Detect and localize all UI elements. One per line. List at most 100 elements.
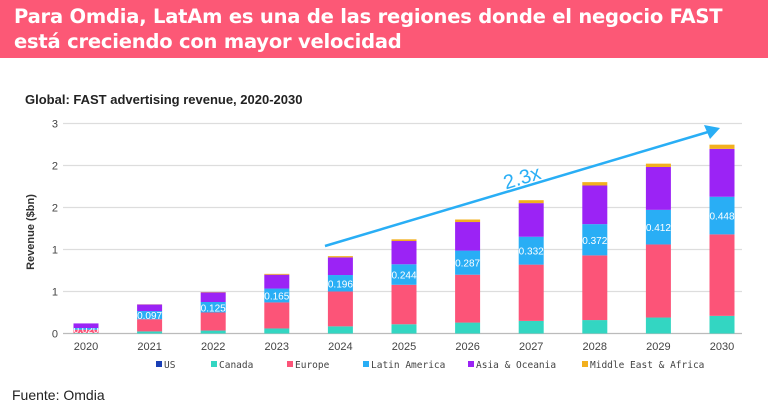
bar-segment-asia-oceania <box>73 323 99 329</box>
bar-segment-europe <box>455 274 481 323</box>
bar-segment-middle-east-africa <box>391 239 417 242</box>
chart-title: Global: FAST advertising revenue, 2020-2… <box>25 92 303 107</box>
legend-item: US <box>164 360 176 371</box>
x-tick-label: 2021 <box>137 341 161 353</box>
x-tick-label: 2029 <box>646 341 670 353</box>
bar-segment-latin-america <box>73 328 99 330</box>
bar-segment-europe <box>709 234 735 316</box>
bar-segment-middle-east-africa <box>645 163 671 168</box>
bar-segment-europe <box>582 255 608 321</box>
data-label: 0.125 <box>201 303 226 314</box>
bar-segment-canada <box>518 320 544 334</box>
x-tick-label: 2024 <box>328 341 352 353</box>
bar-segment-canada <box>391 324 417 334</box>
x-tick-label: 2026 <box>455 341 479 353</box>
banner-line-2: está creciendo con mayor velocidad <box>14 30 402 53</box>
data-label: 0.332 <box>519 247 544 258</box>
bar-segment-asia-oceania <box>391 241 417 265</box>
title-banner: Para Omdia, LatAm es una de las regiones… <box>0 0 768 58</box>
legend-item: Europe <box>295 360 330 371</box>
bar-segment-canada <box>709 315 735 334</box>
bar-segment-asia-oceania <box>137 304 163 312</box>
bar-segment-latin-america <box>645 209 671 245</box>
bar-segment-latin-america <box>137 311 163 320</box>
bar-segment-europe <box>264 302 290 329</box>
growth-arrow-line <box>324 130 709 248</box>
x-tick-label: 2030 <box>710 341 734 353</box>
data-label: 0.287 <box>455 259 480 270</box>
bar-segment-canada <box>200 330 226 334</box>
source-note: Fuente: Omdia <box>12 387 105 403</box>
data-label: 0.020 <box>73 325 98 336</box>
y-tick-label: 3 <box>52 119 58 131</box>
legend-swatch <box>287 361 293 367</box>
bar-segment-asia-oceania <box>645 167 671 210</box>
bar-segment-middle-east-africa <box>518 200 544 204</box>
bar-segment-asia-oceania <box>264 274 290 289</box>
bar-segment-europe <box>137 319 163 332</box>
bar-segment-asia-oceania <box>518 203 544 237</box>
bar-segment-europe <box>200 312 226 331</box>
y-tick-label: 0 <box>52 329 58 341</box>
data-label: 0.244 <box>391 271 416 282</box>
bar-segment-asia-oceania <box>200 292 226 302</box>
legend-swatch <box>468 361 474 367</box>
bar-segment-europe <box>73 329 99 334</box>
bar-segment-latin-america <box>264 288 290 303</box>
y-axis-label: Revenue ($bn) <box>25 194 37 270</box>
y-tick-label: 2 <box>52 161 58 173</box>
growth-annotation: 2.3x <box>501 162 544 194</box>
bar-segment-middle-east-africa <box>455 219 481 223</box>
bar-segment-asia-oceania <box>327 257 353 276</box>
bar-segment-europe <box>327 291 353 327</box>
x-tick-label: 2020 <box>74 341 98 353</box>
legend-swatch <box>363 361 369 367</box>
legend-swatch <box>582 361 588 367</box>
bar-segment-latin-america <box>200 302 226 313</box>
data-label: 0.097 <box>137 311 162 322</box>
data-label: 0.412 <box>646 223 671 234</box>
bar-segment-asia-oceania <box>582 185 608 225</box>
bar-segment-asia-oceania <box>709 148 735 197</box>
data-label: 0.165 <box>264 291 289 302</box>
bar-segment-middle-east-africa <box>264 273 290 275</box>
banner-line-1: Para Omdia, LatAm es una de las regiones… <box>14 5 723 28</box>
bar-segment-latin-america <box>391 264 417 285</box>
x-tick-label: 2022 <box>201 341 225 353</box>
bar-segment-latin-america <box>327 275 353 292</box>
x-tick-label: 2027 <box>519 341 543 353</box>
growth-arrow-head <box>704 125 720 139</box>
bar-segment-canada <box>645 317 671 334</box>
banner-title: Para Omdia, LatAm es una de las regiones… <box>14 4 723 54</box>
y-tick-label: 1 <box>52 245 58 257</box>
bar-segment-europe <box>391 284 417 325</box>
y-tick-label: 2 <box>52 203 58 215</box>
x-tick-label: 2023 <box>265 341 289 353</box>
bar-segment-latin-america <box>709 196 735 235</box>
legend-swatch <box>211 361 217 367</box>
legend-item: Canada <box>219 360 253 371</box>
bar-segment-latin-america <box>455 250 481 275</box>
y-tick-label: 1 <box>52 287 58 299</box>
bar-segment-canada <box>327 326 353 334</box>
bar-segment-europe <box>645 244 671 318</box>
data-label: 0.196 <box>328 279 353 290</box>
bar-segment-middle-east-africa <box>709 144 735 149</box>
data-label: 0.372 <box>582 236 607 247</box>
bar-segment-canada <box>137 331 163 334</box>
bar-segment-asia-oceania <box>455 222 481 251</box>
bar-segment-latin-america <box>582 224 608 256</box>
bar-segment-middle-east-africa <box>327 256 353 258</box>
data-label: 0.448 <box>709 212 734 223</box>
legend-swatch <box>156 361 162 367</box>
bar-segment-latin-america <box>518 236 544 265</box>
legend-item: Asia & Oceania <box>476 360 556 371</box>
bar-segment-canada <box>455 322 481 334</box>
bar-segment-canada <box>264 328 290 334</box>
bar-segment-canada <box>582 320 608 334</box>
legend-item: Middle East & Africa <box>590 360 704 371</box>
x-tick-label: 2028 <box>583 341 607 353</box>
bar-segment-europe <box>518 264 544 321</box>
x-tick-label: 2025 <box>392 341 416 353</box>
